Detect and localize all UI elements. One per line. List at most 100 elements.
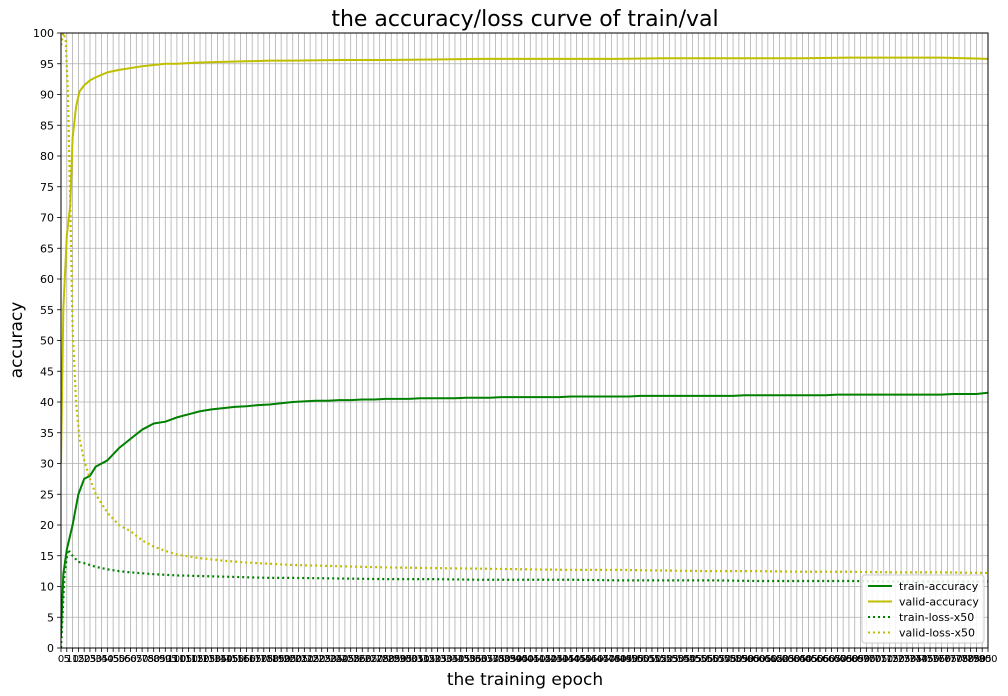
x-tick-label: 385 <box>498 654 517 665</box>
y-tick-label: 10 <box>40 581 54 594</box>
x-axis-label: the training epoch <box>447 670 603 690</box>
x-tick-label: 675 <box>834 654 853 665</box>
x-tick-label: 365 <box>474 654 493 665</box>
x-tick-label: 750 <box>921 654 940 665</box>
x-tick-label: 730 <box>897 654 916 665</box>
x-tick-label: 115 <box>185 654 204 665</box>
x-tick-label: 800 <box>978 654 997 665</box>
x-tick-label: 315 <box>416 654 435 665</box>
y-tick-label: 20 <box>40 519 54 532</box>
x-tick-label: 75 <box>142 654 155 665</box>
x-tick-label: 410 <box>527 654 546 665</box>
y-tick-label: 80 <box>40 150 54 163</box>
y-tick-label: 65 <box>40 242 54 255</box>
x-tick-label: 420 <box>538 654 557 665</box>
x-tick-label: 510 <box>642 654 661 665</box>
x-tick-label: 765 <box>938 654 957 665</box>
x-tick-label: 160 <box>237 654 256 665</box>
x-tick-label: 495 <box>625 654 644 665</box>
x-tick-label: 530 <box>666 654 685 665</box>
x-tick-label: 465 <box>590 654 609 665</box>
legend-label: train-accuracy <box>899 580 979 593</box>
x-tick-label: 100 <box>167 654 186 665</box>
x-tick-label: 305 <box>405 654 424 665</box>
x-tick-label: 15 <box>72 654 85 665</box>
series-group <box>61 33 988 648</box>
x-tick-label: 20 <box>78 654 91 665</box>
y-tick-label: 0 <box>47 642 54 655</box>
x-tick-label: 595 <box>741 654 760 665</box>
y-tick-label: 85 <box>40 119 54 132</box>
x-tick-label: 105 <box>173 654 192 665</box>
x-tick-label: 30 <box>89 654 102 665</box>
x-tick-label: 165 <box>243 654 262 665</box>
x-tick-label: 40 <box>101 654 114 665</box>
x-tick-label: 310 <box>411 654 430 665</box>
x-tick-label: 190 <box>272 654 291 665</box>
x-tick-label: 45 <box>107 654 120 665</box>
x-tick-label: 470 <box>596 654 615 665</box>
x-tick-label: 655 <box>810 654 829 665</box>
x-tick-label: 425 <box>544 654 563 665</box>
x-tick-label: 85 <box>153 654 166 665</box>
x-tick-label: 145 <box>219 654 238 665</box>
x-tick-label: 235 <box>324 654 343 665</box>
x-tick-label: 625 <box>776 654 795 665</box>
x-tick-label: 70 <box>136 654 149 665</box>
x-tick-label: 400 <box>515 654 534 665</box>
x-tick-label: 565 <box>706 654 725 665</box>
x-tick-label: 685 <box>845 654 864 665</box>
x-tick-label: 215 <box>301 654 320 665</box>
x-tick-label: 375 <box>486 654 505 665</box>
x-tick-label: 350 <box>457 654 476 665</box>
series-valid-loss-x50 <box>61 33 988 575</box>
y-tick-label: 35 <box>40 427 54 440</box>
x-tick-label: 755 <box>926 654 945 665</box>
x-tick-label: 340 <box>445 654 464 665</box>
x-tick-label: 275 <box>370 654 389 665</box>
x-tick-label: 430 <box>550 654 569 665</box>
y-tick-label: 25 <box>40 488 54 501</box>
x-tick-label: 210 <box>295 654 314 665</box>
x-tick-label: 600 <box>747 654 766 665</box>
legend: train-accuracy valid-accuracy train-loss-x… <box>861 574 985 644</box>
legend-label: train-loss-x50 <box>899 611 974 624</box>
x-tick-label: 630 <box>781 654 800 665</box>
x-tick-label: 690 <box>851 654 870 665</box>
x-tick-label: 370 <box>480 654 499 665</box>
x-tick-label: 455 <box>579 654 598 665</box>
x-tick-label: 390 <box>503 654 522 665</box>
y-tick-label: 70 <box>40 212 54 225</box>
x-tick-label: 180 <box>260 654 279 665</box>
x-tick-label: 660 <box>816 654 835 665</box>
x-tick-label: 620 <box>770 654 789 665</box>
x-tick-label: 670 <box>828 654 847 665</box>
y-axis-ticks: 0 5 10 15 20 25 30 35 40 45 50 55 60 65 70 75 80 85 90 95 10… <box>33 27 61 655</box>
x-tick-label: 560 <box>700 654 719 665</box>
x-tick-label: 110 <box>179 654 198 665</box>
x-tick-label: 185 <box>266 654 285 665</box>
series-train-loss-x50 <box>61 548 988 648</box>
x-tick-label: 335 <box>440 654 459 665</box>
x-tick-label: 605 <box>752 654 771 665</box>
x-tick-label: 35 <box>95 654 108 665</box>
x-tick-label: 320 <box>422 654 441 665</box>
x-tick-label: 405 <box>521 654 540 665</box>
x-tick-label: 535 <box>671 654 690 665</box>
x-tick-label: 130 <box>202 654 221 665</box>
x-tick-label: 665 <box>822 654 841 665</box>
x-tick-label: 640 <box>793 654 812 665</box>
grid-lines <box>60 32 989 649</box>
x-tick-label: 740 <box>909 654 928 665</box>
x-tick-label: 615 <box>764 654 783 665</box>
y-tick-label: 95 <box>40 58 54 71</box>
x-tick-label: 590 <box>735 654 754 665</box>
x-tick-label: 415 <box>532 654 551 665</box>
x-tick-label: 490 <box>619 654 638 665</box>
y-tick-label: 90 <box>40 89 54 102</box>
x-tick-label: 280 <box>376 654 395 665</box>
x-tick-label: 540 <box>677 654 696 665</box>
x-tick-label: 220 <box>306 654 325 665</box>
x-tick-label: 295 <box>393 654 412 665</box>
